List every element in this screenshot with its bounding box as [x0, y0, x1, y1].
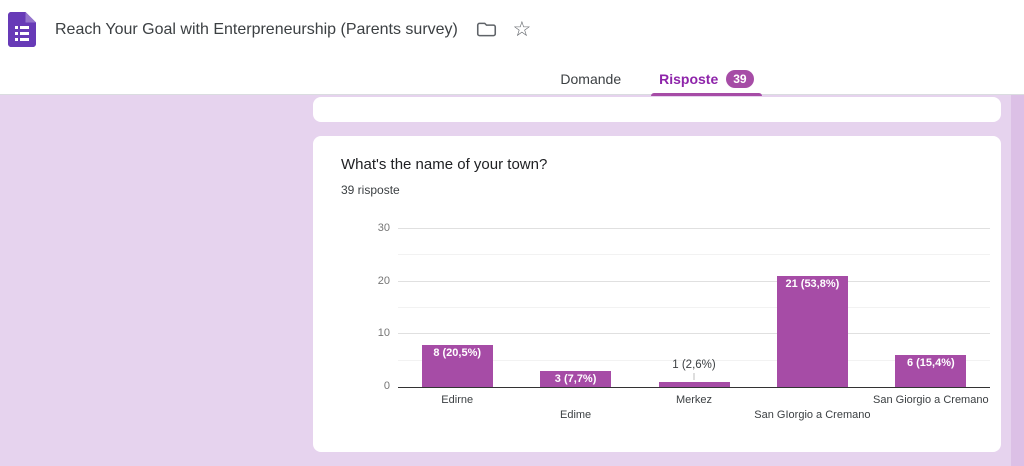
bar-value-label: 8 (20,5%) [433, 346, 482, 359]
tab-domande[interactable]: Domande [558, 62, 623, 95]
app-header: Reach Your Goal with Enterpreneurship (P… [0, 0, 1024, 96]
folder-icon[interactable] [476, 19, 498, 41]
bar-chart: 0 10 20 30 8 (20,5%) Edirne 3 (7,7%) Edime 1 (2,… [378, 222, 990, 421]
tab-risposte[interactable]: Risposte 39 [651, 62, 762, 96]
x-axis-category-label: San Giorgio a Cremano [873, 394, 989, 406]
gridline [398, 280, 990, 282]
x-axis-category-label: Edirne [441, 394, 474, 406]
y-axis-tick: 0 [383, 380, 390, 392]
bar-value-label: 3 (7,7%) [554, 373, 597, 386]
y-axis-tick: 20 [377, 274, 390, 287]
active-tab-underline [651, 93, 762, 96]
bar-value-label: 1 (2,6%) [672, 358, 716, 371]
google-forms-icon[interactable] [8, 12, 36, 47]
y-axis-tick: 30 [377, 222, 390, 234]
question-card: What's the name of your town? 39 rispost… [313, 136, 1001, 452]
previous-card-partial [313, 97, 1001, 122]
bar [895, 355, 967, 387]
bar-value-label: 21 (53,8%) [785, 278, 840, 291]
responses-count-badge: 39 [726, 69, 754, 88]
gridline [398, 359, 990, 361]
tab-domande-label: Domande [560, 70, 622, 87]
bar [776, 276, 848, 387]
header-left: Reach Your Goal with Enterpreneurship (P… [8, 12, 533, 47]
responses-page: What's the name of your town? 39 rispost… [0, 95, 1024, 466]
label-leader-line [693, 372, 695, 380]
star-icon[interactable]: ☆ [511, 17, 533, 41]
x-axis-category-label: Edime [560, 409, 592, 421]
star-glyph: ☆ [512, 17, 532, 41]
bar-value-label: 6 (15,4%) [906, 357, 955, 370]
title-icons: ☆ [476, 17, 533, 41]
bar [540, 371, 612, 387]
bar [658, 381, 730, 387]
responses-count-label: 39 risposte [341, 183, 400, 197]
form-title[interactable]: Reach Your Goal with Enterpreneurship (P… [55, 20, 458, 38]
bar [421, 344, 493, 387]
tab-bar: Domande Risposte 39 [313, 62, 1001, 96]
gridline [398, 333, 990, 335]
x-axis-category-label: Merkez [675, 394, 713, 406]
tab-risposte-label: Risposte [659, 70, 719, 87]
y-axis-tick: 10 [377, 327, 390, 340]
question-title: What's the name of your town? [341, 156, 548, 173]
scrollbar[interactable] [1011, 95, 1024, 466]
gridline [398, 254, 990, 256]
x-axis-category-label: San GIorgio a Cremano [754, 409, 871, 421]
gridline [398, 307, 990, 308]
